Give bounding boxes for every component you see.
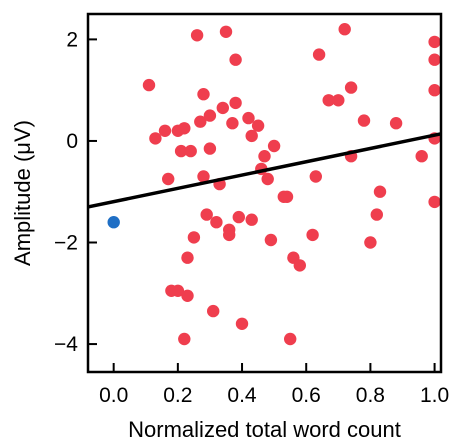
data-point-0-51: [332, 94, 345, 107]
data-point-0-40: [264, 233, 278, 247]
data-point-0-44: [284, 332, 297, 346]
y-axis-ticks: 2 0 −2 −4: [54, 28, 97, 356]
y-axis-label: Amplitude (μV): [10, 120, 35, 266]
y-tick-label: 0: [66, 130, 78, 153]
data-point-0-7: [174, 144, 188, 158]
data-point-0-25: [219, 25, 233, 38]
data-point-0-43: [280, 190, 294, 203]
data-point-1-0: [107, 216, 120, 229]
data-point-0-62: [428, 53, 441, 66]
data-point-0-0: [142, 78, 156, 92]
y-tick-label: 2: [66, 28, 78, 51]
y-tick-label: −2: [54, 232, 78, 255]
data-point-0-13: [190, 29, 204, 42]
data-point-0-21: [207, 304, 220, 318]
data-point-0-57: [370, 208, 383, 221]
x-tick-label: 1.0: [420, 384, 449, 407]
data-point-0-38: [258, 150, 271, 163]
data-point-0-59: [389, 117, 403, 130]
data-point-0-20: [203, 109, 217, 122]
data-point-0-24: [216, 101, 229, 115]
x-tick-label: 0.2: [163, 384, 192, 407]
data-point-0-58: [373, 185, 387, 198]
data-point-0-18: [200, 208, 213, 221]
data-point-0-48: [309, 170, 322, 183]
x-tick-label: 0.6: [292, 384, 321, 407]
data-point-0-63: [428, 84, 441, 97]
data-point-0-56: [364, 236, 377, 249]
data-points: [107, 23, 441, 346]
data-point-0-49: [312, 48, 326, 61]
y-tick-label: −4: [54, 333, 78, 356]
plot-frame: [86, 12, 443, 374]
data-point-0-32: [235, 317, 249, 330]
data-point-0-31: [232, 210, 245, 224]
data-point-0-55: [357, 114, 371, 127]
data-point-0-16: [197, 88, 210, 101]
data-point-0-30: [229, 53, 242, 66]
data-point-0-3: [162, 172, 175, 186]
data-point-0-11: [181, 289, 194, 302]
data-point-0-22: [210, 216, 223, 229]
fit-line: [87, 132, 442, 209]
data-point-0-53: [344, 81, 358, 94]
data-point-0-9: [178, 122, 191, 135]
data-point-0-28: [226, 117, 239, 130]
data-point-0-29: [229, 96, 242, 110]
data-point-0-17: [197, 170, 210, 183]
data-point-0-36: [251, 119, 265, 132]
data-point-0-50: [322, 94, 335, 107]
data-point-0-33: [242, 111, 255, 125]
data-point-0-2: [158, 124, 172, 137]
data-point-0-10: [181, 251, 194, 264]
x-tick-label: 0.0: [99, 384, 128, 407]
x-axis-label: Normalized total word count: [128, 417, 401, 442]
fit-line-group: [87, 132, 442, 209]
data-point-0-60: [415, 150, 428, 163]
data-point-0-46: [293, 259, 306, 272]
x-tick-label: 0.4: [227, 384, 257, 407]
data-point-0-34: [245, 213, 258, 226]
x-tick-label: 0.8: [356, 384, 385, 407]
data-point-0-27: [223, 228, 236, 242]
data-point-0-1: [149, 132, 162, 145]
x-axis-ticks: 0.0 0.2 0.4 0.6 0.8 1.0: [99, 363, 449, 407]
data-point-0-61: [428, 35, 441, 49]
data-point-0-8: [178, 332, 191, 346]
data-point-0-15: [194, 115, 207, 128]
data-point-0-41: [267, 139, 281, 153]
data-point-0-12: [184, 144, 197, 158]
data-point-0-52: [338, 23, 351, 36]
data-point-0-35: [245, 129, 258, 143]
data-point-0-14: [187, 231, 201, 244]
data-point-0-65: [428, 195, 441, 209]
data-point-0-19: [203, 142, 217, 155]
data-point-0-5: [171, 284, 185, 297]
data-point-0-47: [306, 228, 319, 242]
data-point-0-39: [261, 172, 274, 186]
